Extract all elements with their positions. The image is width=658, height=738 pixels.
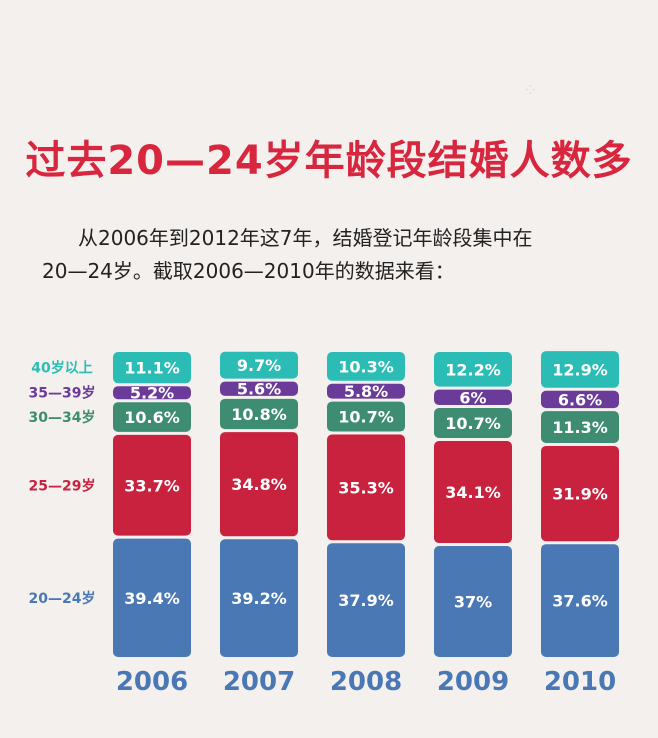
bar-segment-2010-3 — [541, 411, 619, 443]
data-label-2010-4: 6.6% — [558, 390, 602, 409]
data-label-2008-1: 37.9% — [338, 591, 394, 610]
legend-label-3: 30—34岁 — [29, 409, 96, 426]
bar-segment-2006-4 — [113, 386, 191, 400]
data-label-2009-3: 10.7% — [445, 414, 501, 433]
bar-segment-2010-1 — [541, 544, 619, 657]
year-label-2006: 2006 — [116, 667, 188, 697]
data-label-2008-5: 10.3% — [338, 357, 394, 376]
bar-segment-2006-3 — [113, 402, 191, 432]
bar-segment-2007-5 — [220, 351, 298, 379]
data-label-2009-5: 12.2% — [445, 360, 501, 379]
data-label-2006-2: 33.7% — [124, 476, 180, 495]
data-label-2007-3: 10.8% — [231, 405, 287, 424]
data-label-2010-3: 11.3% — [552, 418, 608, 437]
data-label-2007-4: 5.6% — [237, 380, 281, 399]
legend-label-4: 35—39岁 — [29, 385, 96, 402]
bar-segment-2008-2 — [327, 434, 405, 541]
data-label-2007-2: 34.8% — [231, 475, 287, 494]
data-label-2008-3: 10.7% — [338, 408, 394, 427]
data-label-2008-4: 5.8% — [344, 382, 388, 401]
bar-segment-2008-1 — [327, 543, 405, 657]
bar-segment-2010-4 — [541, 390, 619, 409]
bar-segment-2006-5 — [113, 352, 191, 384]
bar-segment-2007-4 — [220, 381, 298, 396]
data-label-2006-5: 11.1% — [124, 359, 180, 378]
bar-segment-2009-2 — [434, 441, 512, 544]
bar-segment-2006-2 — [113, 434, 191, 536]
data-label-2010-1: 37.6% — [552, 592, 608, 611]
bar-segment-2007-3 — [220, 398, 298, 430]
intro-line-2: 20—24岁。截取2006—2010年的数据来看： — [42, 259, 455, 283]
bar-segment-2009-3 — [434, 408, 512, 439]
legend-label-5: 40岁以上 — [31, 360, 92, 377]
data-label-2009-1: 37% — [454, 593, 492, 612]
legend-label-1: 20—24岁 — [29, 590, 96, 607]
year-label-2010: 2010 — [544, 667, 616, 697]
bar-segment-2008-4 — [327, 383, 405, 399]
intro-text: 从2006年到2012年这7年，结婚登记年龄段集中在 20—24岁。截取2006… — [42, 222, 602, 288]
bar-segment-2009-4 — [434, 389, 512, 406]
decorative-mark: ⁘ — [522, 80, 538, 101]
data-label-2010-5: 12.9% — [552, 360, 608, 379]
data-label-2009-2: 34.1% — [445, 483, 501, 502]
bar-segment-2006-1 — [113, 538, 191, 657]
legend-label-2: 25—29岁 — [29, 477, 96, 494]
data-label-2008-2: 35.3% — [338, 478, 394, 497]
data-label-2010-2: 31.9% — [552, 485, 608, 504]
bar-segment-2010-5 — [541, 351, 619, 388]
bar-segment-2008-5 — [327, 352, 405, 381]
data-label-2007-1: 39.2% — [231, 589, 287, 608]
data-label-2006-1: 39.4% — [124, 589, 180, 608]
data-label-2009-4: 6% — [459, 388, 486, 407]
data-label-2006-4: 5.2% — [130, 384, 174, 403]
data-label-2006-3: 10.6% — [124, 408, 180, 427]
bar-segment-2009-5 — [434, 352, 512, 387]
bar-segment-2009-1 — [434, 546, 512, 657]
page-title: 过去20—24岁年龄段结婚人数多 — [25, 138, 633, 184]
year-label-2007: 2007 — [223, 667, 295, 697]
bar-segment-2010-2 — [541, 445, 619, 542]
intro-line-1: 从2006年到2012年这7年，结婚登记年龄段集中在 — [78, 226, 533, 250]
year-label-2008: 2008 — [330, 667, 402, 697]
bar-segment-2007-1 — [220, 539, 298, 657]
data-label-2007-5: 9.7% — [237, 356, 281, 375]
year-label-2009: 2009 — [437, 667, 509, 697]
bar-segment-2008-3 — [327, 401, 405, 432]
bar-segment-2007-2 — [220, 432, 298, 537]
